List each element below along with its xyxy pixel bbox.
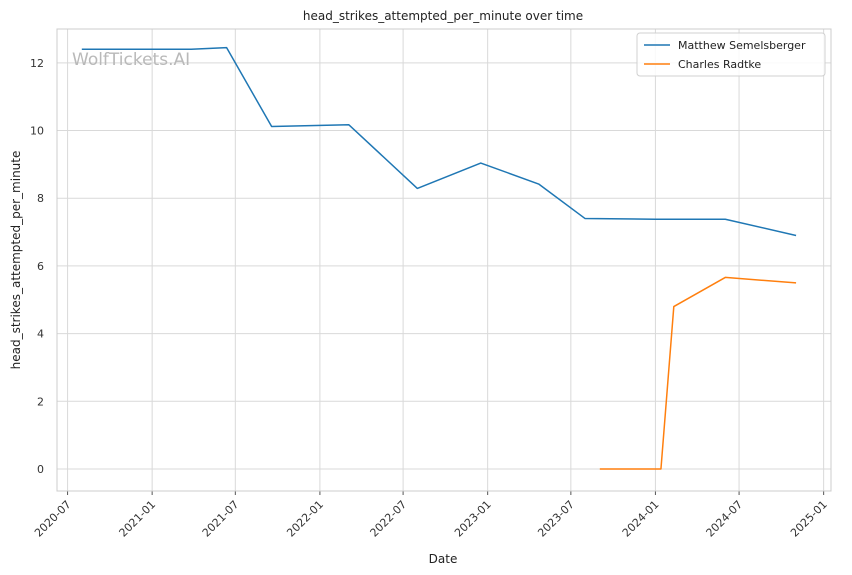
y-axis-label: head_strikes_attempted_per_minute (9, 151, 23, 370)
x-tick-label-2020-07: 2020-07 (32, 498, 74, 540)
x-tick-label-2021-01: 2021-01 (117, 498, 159, 540)
x-tick-label-2022-01: 2022-01 (284, 498, 326, 540)
plot-frame (56, 28, 832, 492)
y-tick-label-0: 0 (37, 463, 44, 476)
y-tick-label-12: 12 (30, 57, 44, 70)
x-axis-label: Date (429, 552, 458, 566)
x-tick-label-2024-07: 2024-07 (704, 498, 746, 540)
legend: Matthew Semelsberger Charles Radtke (636, 32, 826, 77)
x-tick-label-2022-07: 2022-07 (368, 498, 410, 540)
y-tick-label-6: 6 (37, 260, 44, 273)
grid (57, 29, 831, 495)
y-tick-label-4: 4 (37, 328, 44, 341)
y-tick-label-2: 2 (37, 395, 44, 408)
y-tick-label-8: 8 (37, 192, 44, 205)
x-tick-label-2024-01: 2024-01 (620, 498, 662, 540)
legend-label-matthew-semelsberger: Matthew Semelsberger (678, 39, 806, 52)
series-line-matthew-semelsberger (81, 46, 797, 237)
y-tick-labels: 0 2 4 6 8 10 12 (30, 57, 44, 476)
y-tick-label-10: 10 (30, 125, 44, 138)
x-tick-label-2021-07: 2021-07 (200, 498, 242, 540)
series-line-charles-radtke (599, 276, 797, 470)
x-tick-label-2023-01: 2023-01 (452, 498, 494, 540)
legend-box (636, 32, 826, 77)
x-tick-label-2025-01: 2025-01 (788, 498, 830, 540)
series-layer (81, 46, 797, 470)
chart-title: head_strikes_attempted_per_minute over t… (303, 9, 583, 23)
watermark: WolfTickets.AI (72, 50, 190, 70)
x-tick-label-2023-07: 2023-07 (535, 498, 577, 540)
legend-label-charles-radtke: Charles Radtke (678, 58, 761, 71)
x-tick-labels: 2020-07 2021-01 2021-07 2022-01 2022-07 2023-… (32, 498, 830, 540)
